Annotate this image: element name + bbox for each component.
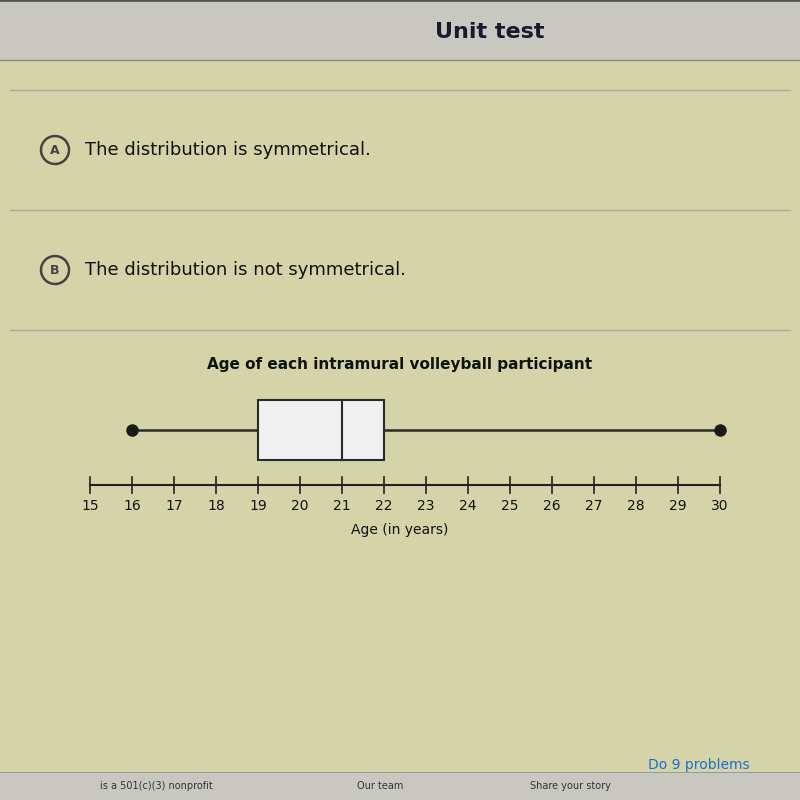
Text: Share your story: Share your story	[530, 781, 610, 791]
Text: 22: 22	[375, 499, 393, 513]
Text: The distribution is not symmetrical.: The distribution is not symmetrical.	[85, 261, 406, 279]
Text: 21: 21	[333, 499, 351, 513]
Text: 28: 28	[627, 499, 645, 513]
Bar	[0, 0, 800, 60]
Text: 26: 26	[543, 499, 561, 513]
Text: Our team: Our team	[357, 781, 403, 791]
Text: is a 501(c)(3) nonprofit: is a 501(c)(3) nonprofit	[100, 781, 213, 791]
Text: Unit test: Unit test	[435, 22, 545, 42]
Text: Age of each intramural volleyball participant: Age of each intramural volleyball partic…	[207, 358, 593, 373]
Text: B: B	[50, 263, 60, 277]
Text: 19: 19	[249, 499, 267, 513]
Text: 15: 15	[81, 499, 99, 513]
Text: 29: 29	[669, 499, 687, 513]
Text: A: A	[50, 143, 60, 157]
Text: 27: 27	[586, 499, 602, 513]
Text: 16: 16	[123, 499, 141, 513]
Text: 24: 24	[459, 499, 477, 513]
Text: 20: 20	[291, 499, 309, 513]
Text: 30: 30	[711, 499, 729, 513]
Text: Age (in years): Age (in years)	[351, 523, 449, 537]
Text: 23: 23	[418, 499, 434, 513]
Text: 25: 25	[502, 499, 518, 513]
Bar	[0, 772, 800, 800]
Text: Do 9 problems: Do 9 problems	[648, 758, 750, 772]
Text: 18: 18	[207, 499, 225, 513]
Bar	[258, 400, 384, 460]
Text: The distribution is symmetrical.: The distribution is symmetrical.	[85, 141, 371, 159]
Text: 17: 17	[165, 499, 183, 513]
